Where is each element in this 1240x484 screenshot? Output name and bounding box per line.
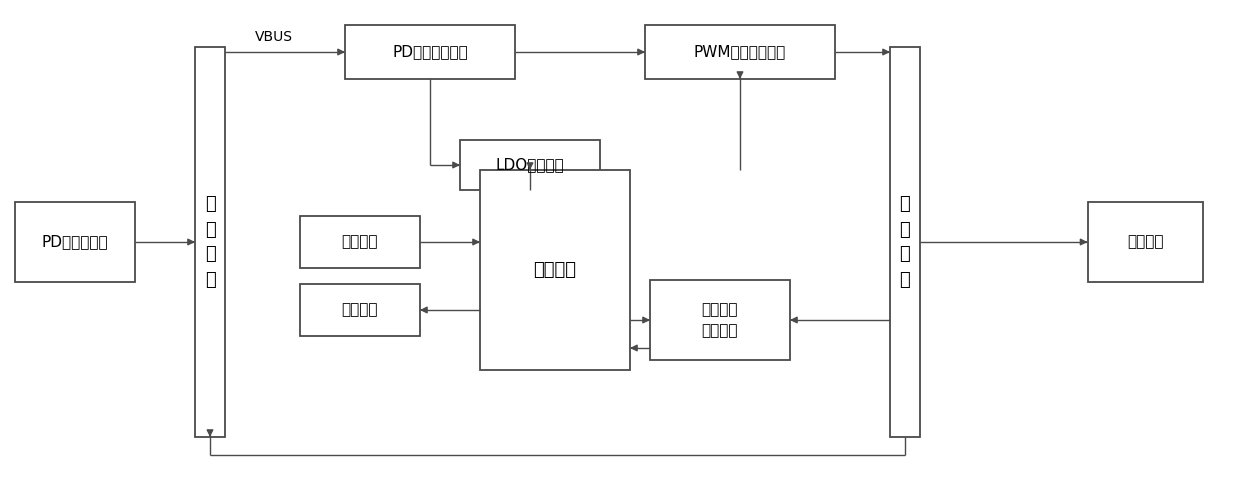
Bar: [1087, 202, 1203, 282]
Text: 输
出
模
块: 输 出 模 块: [900, 196, 910, 288]
Text: 输出电流
检测模块: 输出电流 检测模块: [702, 302, 738, 338]
Bar: [345, 25, 515, 79]
Text: VBUS: VBUS: [255, 30, 293, 44]
Bar: [650, 280, 790, 360]
Bar: [195, 47, 224, 437]
Text: 主控模块: 主控模块: [533, 261, 577, 279]
Text: PD协议握手模块: PD协议握手模块: [392, 45, 467, 60]
Text: 输
入
模
块: 输 入 模 块: [205, 196, 216, 288]
Text: 用电设备: 用电设备: [1127, 235, 1163, 249]
Bar: [460, 140, 600, 190]
Bar: [300, 284, 420, 336]
Bar: [480, 170, 630, 370]
Bar: [890, 47, 920, 437]
Bar: [300, 216, 420, 268]
Text: PD电源适配器: PD电源适配器: [42, 235, 108, 249]
Bar: [645, 25, 835, 79]
Text: 数显模块: 数显模块: [342, 302, 378, 318]
Bar: [15, 202, 135, 282]
Text: 按键模块: 按键模块: [342, 235, 378, 249]
Text: LDO供电模块: LDO供电模块: [496, 157, 564, 172]
Text: PWM电压调控模块: PWM电压调控模块: [694, 45, 786, 60]
